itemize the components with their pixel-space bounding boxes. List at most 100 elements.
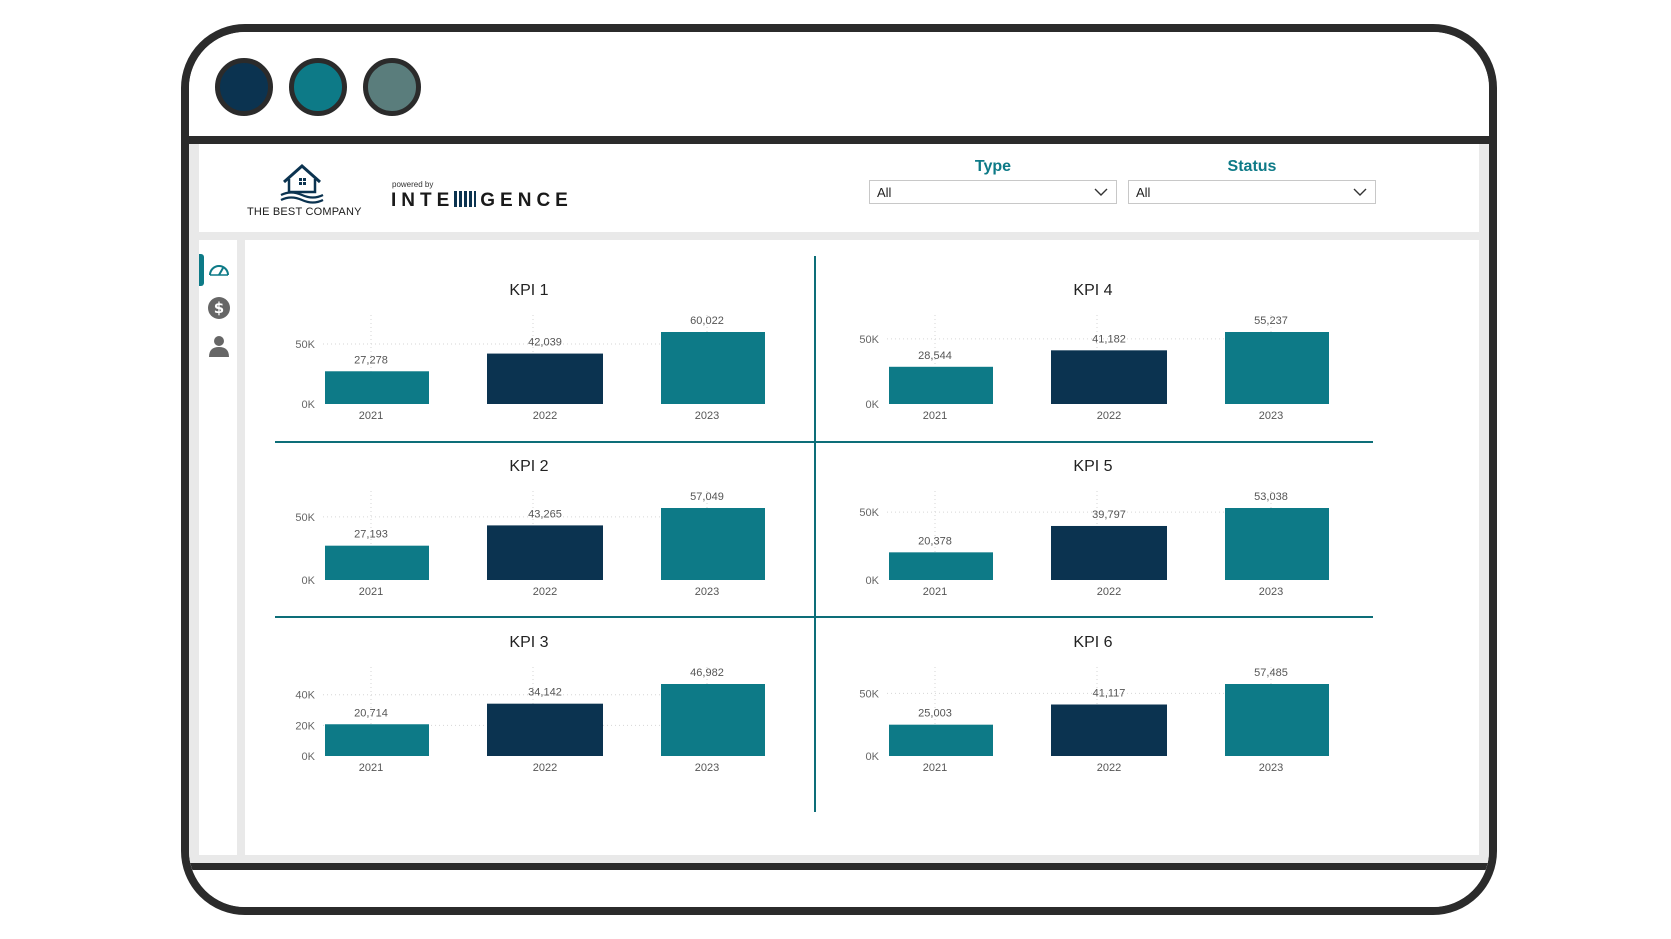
data-label: 42,039 bbox=[528, 337, 562, 349]
sidebar-active-indicator bbox=[199, 254, 204, 286]
kpi-bar bbox=[889, 724, 993, 756]
user-icon[interactable] bbox=[207, 334, 231, 358]
y-tick-label: 0K bbox=[302, 751, 316, 763]
type-dropdown-value: All bbox=[877, 185, 892, 200]
x-tick-label: 2021 bbox=[359, 762, 383, 774]
y-tick-label: 40K bbox=[295, 690, 315, 702]
type-dropdown[interactable]: All bbox=[869, 180, 1117, 204]
kpi-bar bbox=[325, 724, 429, 756]
kpi-bar bbox=[1225, 332, 1329, 404]
y-tick-label: 50K bbox=[859, 334, 879, 346]
status-slicer-title: Status bbox=[1227, 158, 1277, 175]
kpi-bar bbox=[1225, 684, 1329, 756]
x-tick-label: 2023 bbox=[695, 762, 719, 774]
status-dropdown[interactable]: All bbox=[1128, 180, 1376, 204]
data-label: 34,142 bbox=[528, 687, 562, 699]
data-label: 41,117 bbox=[1093, 688, 1126, 700]
kpi-title: KPI 6 bbox=[1073, 634, 1112, 651]
y-tick-label: 0K bbox=[302, 399, 316, 411]
window-footer bbox=[189, 863, 1489, 907]
kpi-bar bbox=[1225, 508, 1329, 580]
y-tick-label: 0K bbox=[866, 575, 880, 587]
y-tick-label: 50K bbox=[859, 688, 879, 700]
kpi-title: KPI 5 bbox=[1073, 458, 1112, 475]
x-tick-label: 2023 bbox=[1259, 586, 1283, 598]
company-name: THE BEST COMPANY bbox=[247, 206, 362, 218]
data-label: 60,022 bbox=[690, 315, 724, 327]
type-slicer-title: Type bbox=[974, 158, 1012, 175]
data-label: 57,049 bbox=[690, 491, 724, 503]
data-label: 53,038 bbox=[1254, 491, 1288, 503]
x-tick-label: 2023 bbox=[695, 586, 719, 598]
x-tick-label: 2022 bbox=[533, 410, 557, 422]
kpi-bar bbox=[661, 332, 765, 404]
data-label: 43,265 bbox=[528, 508, 562, 520]
speedometer-icon[interactable] bbox=[207, 258, 231, 282]
x-tick-label: 2023 bbox=[1259, 410, 1283, 422]
y-tick-label: 0K bbox=[302, 575, 316, 587]
y-tick-label: 50K bbox=[859, 507, 879, 519]
kpi-bar bbox=[1051, 350, 1167, 404]
x-tick-label: 2022 bbox=[533, 762, 557, 774]
x-tick-label: 2021 bbox=[923, 410, 947, 422]
status-slicer: Status All bbox=[1128, 158, 1376, 204]
x-tick-label: 2021 bbox=[359, 586, 383, 598]
dollar-icon[interactable]: $ bbox=[207, 296, 231, 320]
kpi-bar bbox=[889, 552, 993, 580]
sidebar-nav: $ bbox=[199, 240, 237, 855]
kpi-title: KPI 4 bbox=[1073, 282, 1112, 299]
x-tick-label: 2022 bbox=[1097, 410, 1121, 422]
data-label: 46,982 bbox=[690, 667, 724, 679]
kpi-bar bbox=[661, 684, 765, 756]
kpi-bar bbox=[325, 545, 429, 580]
kpi-title: KPI 2 bbox=[509, 458, 548, 475]
chevron-down-icon bbox=[1353, 188, 1367, 196]
report-canvas: THE BEST COMPANY powered by INTE GENCE Ty… bbox=[189, 144, 1489, 863]
window-dot-slate[interactable] bbox=[363, 58, 421, 116]
chevron-down-icon bbox=[1094, 188, 1108, 196]
x-tick-label: 2022 bbox=[533, 586, 557, 598]
kpi-bar bbox=[487, 525, 603, 580]
kpi-charts: KPI 1 0K 50K 27,278 2021 42,039 2022 60,022 2023… bbox=[275, 256, 1373, 812]
device-frame: THE BEST COMPANY powered by INTE GENCE Ty… bbox=[181, 24, 1497, 915]
data-label: 20,714 bbox=[354, 707, 388, 719]
svg-text:$: $ bbox=[214, 299, 224, 317]
kpi-bar bbox=[661, 508, 765, 580]
data-label: 27,193 bbox=[354, 529, 388, 541]
kpi-bar bbox=[325, 371, 429, 404]
house-icon bbox=[280, 163, 324, 204]
status-dropdown-value: All bbox=[1136, 185, 1151, 200]
data-label: 25,003 bbox=[918, 708, 952, 720]
brand-name: INTE bbox=[391, 190, 455, 211]
x-tick-label: 2022 bbox=[1097, 586, 1121, 598]
y-tick-label: 0K bbox=[866, 751, 880, 763]
brand-name-suffix: GENCE bbox=[480, 190, 573, 211]
x-tick-label: 2021 bbox=[359, 410, 383, 422]
data-label: 27,278 bbox=[354, 354, 388, 366]
y-tick-label: 50K bbox=[295, 512, 315, 524]
x-tick-label: 2023 bbox=[1259, 762, 1283, 774]
kpi-bar bbox=[487, 703, 603, 756]
window-dot-navy[interactable] bbox=[215, 58, 273, 116]
type-slicer: Type All bbox=[869, 158, 1117, 204]
x-tick-label: 2022 bbox=[1097, 762, 1121, 774]
window-dot-teal[interactable] bbox=[289, 58, 347, 116]
kpi-title: KPI 1 bbox=[509, 282, 548, 299]
data-label: 41,182 bbox=[1092, 333, 1126, 345]
y-tick-label: 20K bbox=[295, 720, 315, 732]
kpi-title: KPI 3 bbox=[509, 634, 548, 651]
kpi-bar bbox=[1051, 704, 1167, 756]
powered-by-label: powered by bbox=[392, 180, 434, 189]
data-label: 39,797 bbox=[1092, 509, 1126, 521]
window-titlebar bbox=[189, 32, 1489, 144]
y-tick-label: 50K bbox=[295, 339, 315, 351]
data-label: 28,544 bbox=[918, 350, 952, 362]
kpi-bar bbox=[1051, 525, 1167, 580]
brand-bars-icon bbox=[454, 191, 477, 207]
x-tick-label: 2021 bbox=[923, 762, 947, 774]
report-header: THE BEST COMPANY powered by INTE GENCE Ty… bbox=[199, 144, 1479, 232]
data-label: 20,378 bbox=[918, 535, 952, 547]
brand-logo: INTE GENCE bbox=[391, 190, 573, 212]
data-label: 55,237 bbox=[1254, 315, 1288, 327]
x-tick-label: 2021 bbox=[923, 586, 947, 598]
